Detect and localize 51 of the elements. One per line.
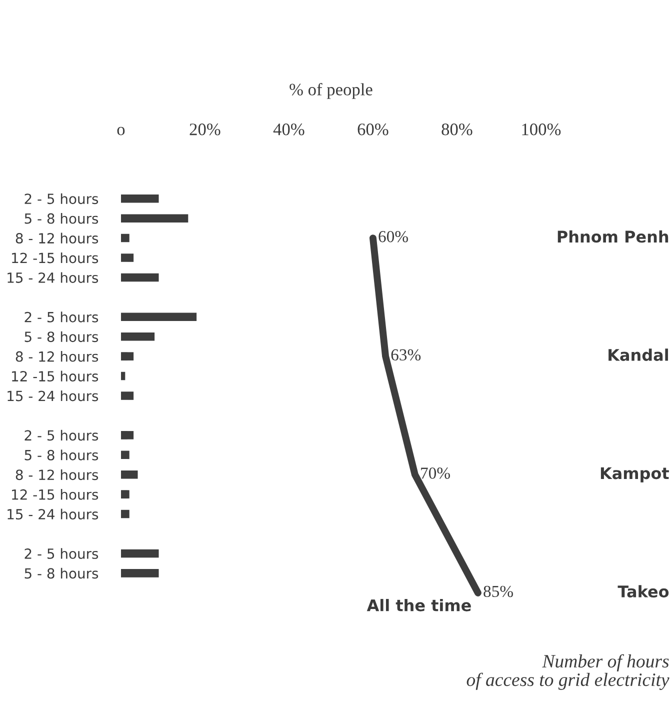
- bar: [120, 510, 130, 518]
- text: Takeo: [618, 585, 669, 598]
- bar: [120, 392, 134, 400]
- y-tick-label: 8 - 12 hours: [16, 232, 98, 244]
- bar: [120, 352, 134, 360]
- bar: [120, 372, 126, 380]
- data-label: 63%: [391, 349, 421, 361]
- y-tick-label: 12 -15 hours: [12, 489, 98, 500]
- x-tick-label: o: [117, 126, 125, 136]
- text: Kampot: [600, 467, 669, 482]
- y-tick-label: 8 - 12 hours: [16, 469, 98, 480]
- bar: [120, 254, 134, 262]
- y-tick-label: 15 - 24 hours: [8, 390, 98, 402]
- bar: [120, 569, 159, 578]
- y-tick-label: 5 - 8 hours: [24, 331, 98, 342]
- x-tick-label: 20%: [190, 124, 220, 136]
- text: Kandal: [608, 348, 668, 361]
- bar: [120, 450, 130, 460]
- data-label: 70%: [421, 468, 450, 479]
- y-tick-label: 2 - 5 hours: [24, 312, 98, 322]
- series-label: All the time: [366, 598, 471, 612]
- y-tick-label: 15 - 24 hours: [8, 272, 98, 283]
- y-tick-label: 8 - 12 hours: [16, 351, 98, 362]
- data-label: 85%: [484, 586, 513, 598]
- x-tick-label: 60%: [358, 124, 388, 136]
- y-tick-label: 5 - 8 hours: [24, 450, 98, 460]
- text: Phnom Penh: [558, 230, 668, 243]
- y-tick-label: 15 - 24 hours: [8, 508, 98, 520]
- y-tick-label: 2 - 5 hours: [24, 193, 98, 204]
- bar: [120, 470, 138, 479]
- bar: [120, 214, 188, 222]
- x-tick-label: 40%: [273, 124, 304, 136]
- data-label: 60%: [378, 230, 408, 242]
- y-tick-label: 2 - 5 hours: [24, 548, 98, 559]
- bar: [120, 194, 159, 203]
- bar: [120, 332, 155, 341]
- bar: [120, 549, 159, 558]
- y-tick-label: 2 - 5 hours: [24, 430, 98, 441]
- x-axis-title: % of people: [290, 83, 372, 99]
- bar: [120, 312, 197, 322]
- bar: [120, 490, 130, 498]
- y-tick-label: 12 -15 hours: [12, 252, 98, 264]
- bar: [120, 273, 159, 282]
- text: Number of hours of access to grid electricity: [466, 654, 670, 690]
- x-tick-label: 100%: [522, 124, 561, 136]
- bar: [120, 234, 130, 242]
- y-tick-label: 5 - 8 hours: [24, 568, 98, 579]
- y-tick-label: 5 - 8 hours: [24, 213, 98, 224]
- bar: [120, 431, 134, 440]
- x-tick-label: 80%: [442, 124, 472, 136]
- y-tick-label: 12 -15 hours: [12, 370, 98, 382]
